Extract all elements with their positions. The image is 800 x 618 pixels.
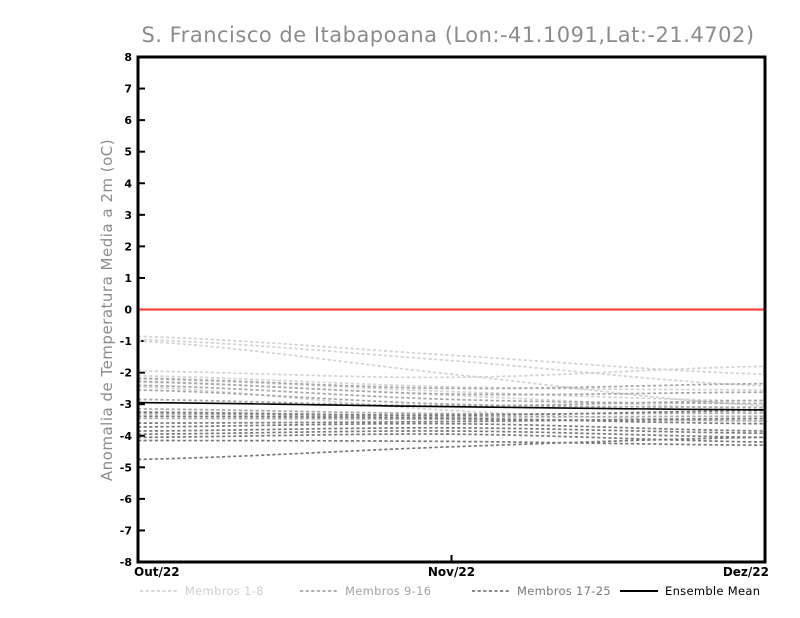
y-tick-label: -2 xyxy=(120,367,132,380)
y-axis-title: Anomalia de Temperatura Media a 2m (oC) xyxy=(98,139,116,481)
member-line xyxy=(138,422,765,432)
member-line xyxy=(138,417,765,424)
member-line xyxy=(138,409,765,417)
member-line xyxy=(138,380,765,396)
member-line xyxy=(138,426,765,435)
y-tick-label: -1 xyxy=(120,335,132,348)
member-line xyxy=(138,389,765,409)
legend-label: Membros 1-8 xyxy=(185,584,264,598)
member-line xyxy=(138,398,765,407)
y-tick-label: -3 xyxy=(120,398,132,411)
plot-area xyxy=(138,308,765,461)
member-line xyxy=(138,378,765,402)
x-axis: Out/22 Nov/22 Dez/22 xyxy=(134,555,769,579)
y-tick-label: 2 xyxy=(124,240,132,253)
y-tick-label: 3 xyxy=(124,209,132,222)
member-line xyxy=(138,338,765,387)
y-tick-label: -4 xyxy=(120,430,133,443)
y-tick-label: 5 xyxy=(124,146,132,159)
y-tick-label: 6 xyxy=(124,114,132,127)
chart-legend: Membros 1-8 Membros 9-16 Membros 17-25 Ense… xyxy=(140,584,760,598)
member-line xyxy=(138,439,765,447)
y-tick-label: 0 xyxy=(124,304,132,317)
y-tick-label: -7 xyxy=(120,524,132,537)
member-line xyxy=(138,415,765,425)
member-line xyxy=(138,381,765,410)
y-tick-label: 1 xyxy=(124,272,132,285)
x-tick-label: Dez/22 xyxy=(723,565,769,579)
y-tick-label: 7 xyxy=(124,83,132,96)
x-tick-label: Out/22 xyxy=(134,565,180,579)
member-line xyxy=(138,377,765,390)
member-line xyxy=(138,436,765,461)
legend-label: Membros 17-25 xyxy=(517,584,611,598)
member-line xyxy=(138,365,765,379)
member-line xyxy=(138,417,765,422)
legend-label: Ensemble Mean xyxy=(665,584,760,598)
y-tick-label: 4 xyxy=(124,177,132,190)
plot-frame xyxy=(136,55,767,564)
legend-label: Membros 9-16 xyxy=(345,584,431,598)
member-line xyxy=(138,340,765,407)
x-tick-label: Nov/22 xyxy=(428,565,475,579)
member-line xyxy=(138,412,765,418)
y-tick-label: -5 xyxy=(120,461,132,474)
member-line xyxy=(138,430,765,439)
y-tick-label: -6 xyxy=(120,493,133,506)
y-tick-label: 8 xyxy=(124,51,132,64)
y-tick-label: -8 xyxy=(120,556,132,569)
chart-title: S. Francisco de Itabapoana (Lon:-41.1091… xyxy=(141,23,754,47)
ensemble-mean-line xyxy=(138,401,765,411)
member-line xyxy=(138,408,765,415)
member-line xyxy=(138,374,765,391)
